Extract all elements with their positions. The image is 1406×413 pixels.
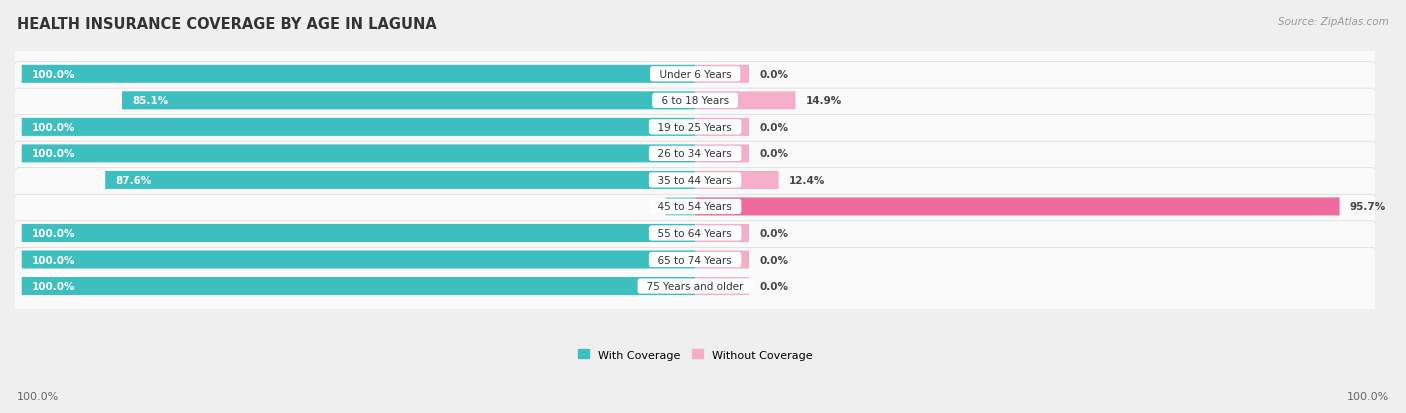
FancyBboxPatch shape <box>21 119 695 137</box>
Text: 0.0%: 0.0% <box>759 281 789 291</box>
FancyBboxPatch shape <box>695 119 749 137</box>
FancyBboxPatch shape <box>695 66 749 83</box>
Text: 100.0%: 100.0% <box>32 281 76 291</box>
FancyBboxPatch shape <box>695 171 779 190</box>
FancyBboxPatch shape <box>11 195 1379 272</box>
Text: HEALTH INSURANCE COVERAGE BY AGE IN LAGUNA: HEALTH INSURANCE COVERAGE BY AGE IN LAGU… <box>17 17 437 31</box>
Text: 100.0%: 100.0% <box>32 70 76 80</box>
Legend: With Coverage, Without Coverage: With Coverage, Without Coverage <box>578 349 813 360</box>
Text: 100.0%: 100.0% <box>17 391 59 401</box>
Text: 45 to 54 Years: 45 to 54 Years <box>651 202 738 212</box>
FancyBboxPatch shape <box>122 92 695 110</box>
Text: 100.0%: 100.0% <box>32 255 76 265</box>
Text: 95.7%: 95.7% <box>1350 202 1386 212</box>
FancyBboxPatch shape <box>21 278 695 295</box>
FancyBboxPatch shape <box>11 89 1379 166</box>
Text: Under 6 Years: Under 6 Years <box>652 70 738 80</box>
FancyBboxPatch shape <box>695 224 749 242</box>
FancyBboxPatch shape <box>105 171 695 190</box>
Text: 55 to 64 Years: 55 to 64 Years <box>651 228 738 238</box>
Text: 65 to 74 Years: 65 to 74 Years <box>651 255 738 265</box>
FancyBboxPatch shape <box>695 278 749 295</box>
Text: 100.0%: 100.0% <box>1347 391 1389 401</box>
FancyBboxPatch shape <box>695 198 1340 216</box>
FancyBboxPatch shape <box>21 145 695 163</box>
Text: 0.0%: 0.0% <box>759 255 789 265</box>
FancyBboxPatch shape <box>665 198 695 216</box>
Text: 0.0%: 0.0% <box>759 70 789 80</box>
FancyBboxPatch shape <box>11 248 1379 325</box>
FancyBboxPatch shape <box>21 251 695 269</box>
Text: 26 to 34 Years: 26 to 34 Years <box>651 149 738 159</box>
FancyBboxPatch shape <box>21 66 695 83</box>
FancyBboxPatch shape <box>11 169 1379 246</box>
Text: 87.6%: 87.6% <box>115 176 152 185</box>
Text: 35 to 44 Years: 35 to 44 Years <box>651 176 738 185</box>
FancyBboxPatch shape <box>695 92 796 110</box>
Text: 0.0%: 0.0% <box>759 228 789 238</box>
FancyBboxPatch shape <box>11 221 1379 299</box>
Text: 0.0%: 0.0% <box>759 123 789 133</box>
FancyBboxPatch shape <box>695 251 749 269</box>
Text: 85.1%: 85.1% <box>132 96 169 106</box>
Text: 0.0%: 0.0% <box>759 149 789 159</box>
Text: 12.4%: 12.4% <box>789 176 825 185</box>
Text: 6 to 18 Years: 6 to 18 Years <box>655 96 735 106</box>
Text: 75 Years and older: 75 Years and older <box>640 281 749 291</box>
Text: 14.9%: 14.9% <box>806 96 842 106</box>
FancyBboxPatch shape <box>11 36 1379 113</box>
Text: 100.0%: 100.0% <box>32 228 76 238</box>
FancyBboxPatch shape <box>21 224 695 242</box>
FancyBboxPatch shape <box>11 115 1379 192</box>
Text: 19 to 25 Years: 19 to 25 Years <box>651 123 738 133</box>
FancyBboxPatch shape <box>11 62 1379 140</box>
FancyBboxPatch shape <box>695 145 749 163</box>
Text: 100.0%: 100.0% <box>32 149 76 159</box>
Text: 4.4%: 4.4% <box>676 202 704 212</box>
Text: Source: ZipAtlas.com: Source: ZipAtlas.com <box>1278 17 1389 26</box>
FancyBboxPatch shape <box>11 142 1379 219</box>
Text: 100.0%: 100.0% <box>32 123 76 133</box>
